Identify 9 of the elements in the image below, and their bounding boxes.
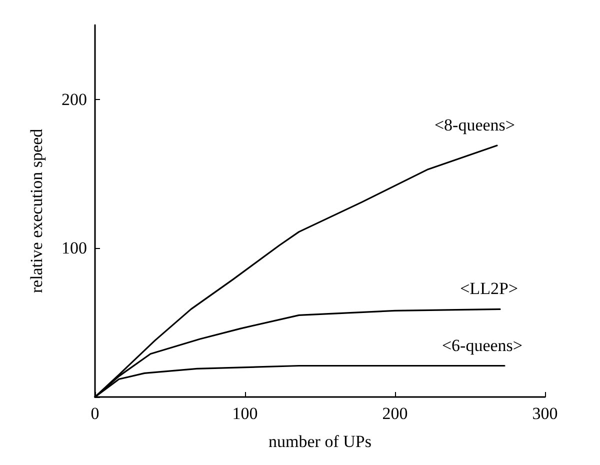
series-label: <LL2P> (460, 279, 518, 298)
series-label: <8-queens> (434, 116, 515, 135)
x-tick-label: 200 (382, 404, 408, 423)
x-tick-label: 0 (90, 404, 100, 423)
x-axis-title: number of UPs (268, 432, 372, 451)
y-axis-title: relative execution speed (27, 128, 46, 294)
x-tick-label: 300 (532, 404, 558, 423)
series-label: <6-queens> (442, 336, 522, 355)
x-tick-label: 100 (232, 404, 258, 423)
